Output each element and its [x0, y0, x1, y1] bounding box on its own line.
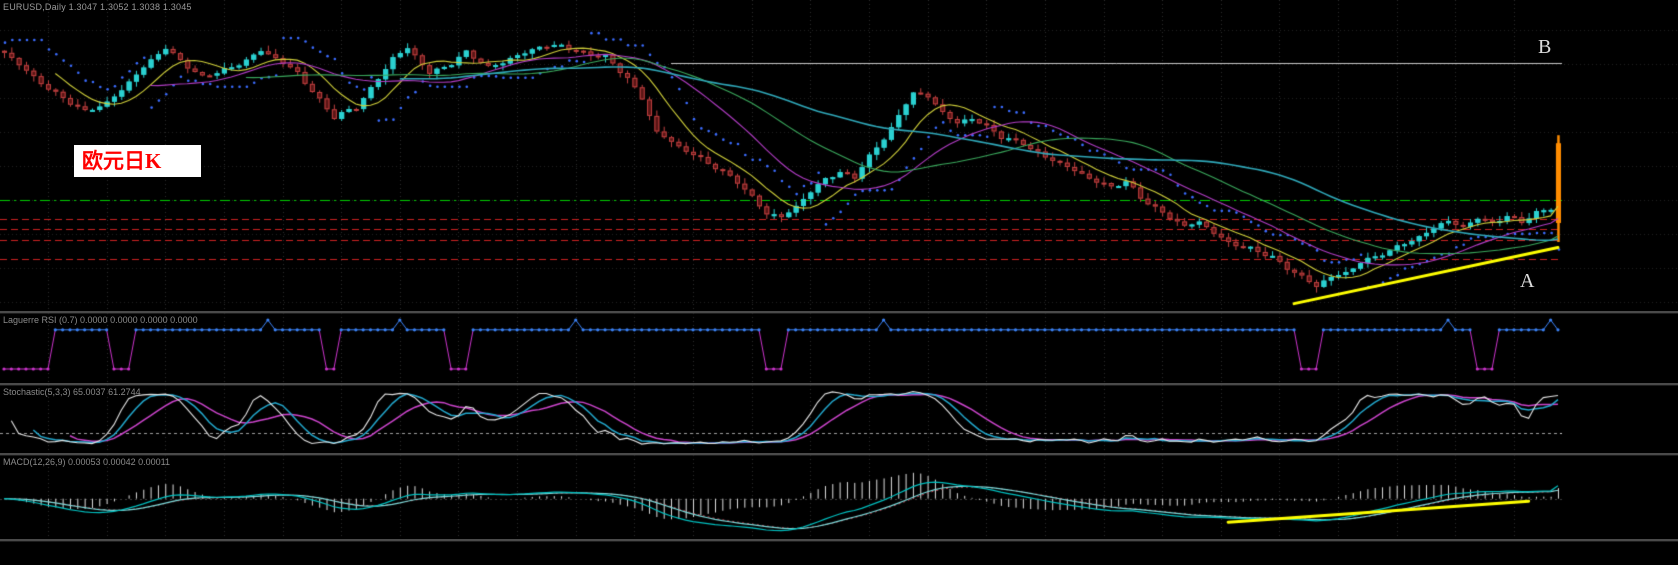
label-B-text-object[interactable]: B [1538, 36, 1552, 58]
main-price-chart-canvas[interactable] [0, 0, 1678, 311]
panel-divider[interactable] [0, 539, 1678, 542]
label-A-text-object[interactable]: A [1520, 270, 1535, 292]
macd-indicator-canvas[interactable] [0, 455, 1678, 539]
macd-panel-label: MACD(12,26,9) 0.00053 0.00042 0.00011 [3, 457, 170, 467]
signal-indicator-canvas[interactable] [0, 313, 1678, 383]
stochastic-panel-label: Stochastic(5,3,3) 65.0037 61.2744 [3, 387, 141, 397]
stochastic-indicator-canvas[interactable] [0, 385, 1678, 453]
signal-panel-label: Laguerre RSI (0.7) 0.0000 0.0000 0.0000 … [3, 315, 198, 325]
symbol-ohlc-label: EURUSD,Daily 1.3047 1.3052 1.3038 1.3045 [3, 2, 192, 12]
chart-title-annotation[interactable]: 欧元日K [74, 145, 202, 178]
